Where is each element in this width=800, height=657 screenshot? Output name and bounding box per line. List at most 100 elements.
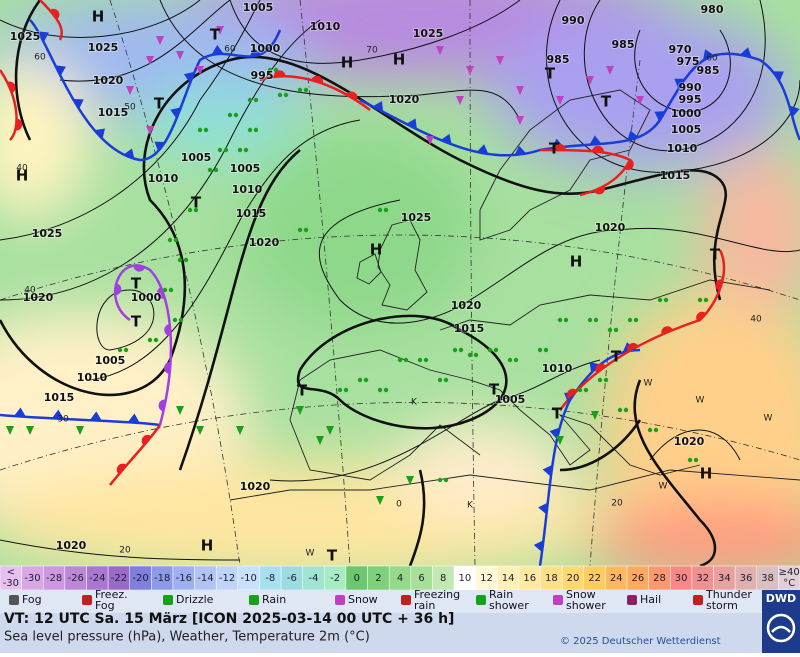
high-label: H xyxy=(700,465,713,483)
front-symbol xyxy=(476,144,489,155)
trough-label: T xyxy=(210,26,221,44)
scale-label: -30 xyxy=(24,573,40,584)
scale-label: -26 xyxy=(68,573,84,584)
pressure-label: 990 xyxy=(562,14,585,27)
rain-shower xyxy=(406,476,414,485)
rain-dot xyxy=(123,347,129,353)
rain-dot xyxy=(297,87,303,93)
scale-label: -14 xyxy=(197,573,213,584)
rain-dot xyxy=(167,237,173,243)
rain-dot xyxy=(443,377,449,383)
pressure-label: 1020 xyxy=(249,236,280,249)
rain-dot xyxy=(247,97,253,103)
rain-dot xyxy=(423,357,429,363)
front-symbol xyxy=(627,342,639,352)
front-symbol xyxy=(703,49,715,60)
scale-label: 26 xyxy=(631,573,644,584)
legend-icon xyxy=(553,595,563,605)
pressure-label: 1015 xyxy=(98,106,129,119)
front-symbol xyxy=(133,264,146,272)
pressure-label: 990 xyxy=(679,81,702,94)
legend-label: Snow xyxy=(566,588,596,601)
weather-symbols xyxy=(6,26,709,505)
front-symbol xyxy=(38,31,49,42)
front-symbol xyxy=(538,502,548,515)
front-symbol xyxy=(595,363,607,374)
snow-shower xyxy=(456,96,464,105)
temperature-field xyxy=(0,0,800,580)
rain-dot xyxy=(337,387,343,393)
rain-dot xyxy=(617,407,623,413)
front-symbol xyxy=(164,324,171,336)
snow-shower xyxy=(156,36,164,45)
high-label: H xyxy=(341,54,354,72)
snow-shower xyxy=(146,56,154,65)
rain-shower xyxy=(236,426,244,435)
rain-dot xyxy=(417,357,423,363)
isotherm-label: 20 xyxy=(611,499,623,509)
front-symbol xyxy=(123,148,135,159)
rain-dot xyxy=(197,127,203,133)
legend-icon xyxy=(82,595,92,605)
rain-dot xyxy=(253,127,259,133)
pressure-label: 1000 xyxy=(131,291,162,304)
rain-dot xyxy=(623,407,629,413)
snow-shower xyxy=(216,26,224,35)
rain-dot xyxy=(273,67,279,73)
rain-shower xyxy=(76,426,84,435)
rain-dot xyxy=(172,317,178,323)
rain-dot xyxy=(297,227,303,233)
front-symbol xyxy=(127,413,140,423)
isotherm-label: 60 xyxy=(224,45,236,55)
snow-shower xyxy=(426,136,434,145)
rain-dot xyxy=(267,67,273,73)
front-symbol xyxy=(114,283,122,296)
rain-dot xyxy=(663,297,669,303)
legend-icon xyxy=(401,595,411,605)
rain-dot xyxy=(117,347,123,353)
scale-label: 18 xyxy=(545,573,558,584)
legend-icon xyxy=(693,595,703,605)
front-symbol xyxy=(440,133,452,145)
pressure-label: 1000 xyxy=(671,107,702,120)
scale-label: -20 xyxy=(132,573,148,584)
snow-shower xyxy=(176,51,184,60)
trough-label: T xyxy=(601,93,612,111)
front-symbol xyxy=(15,118,23,131)
rain-shower xyxy=(296,406,304,415)
scale-label: -4 xyxy=(309,573,319,584)
legend-label: Hail xyxy=(640,593,661,606)
pressure-label: 985 xyxy=(547,53,570,66)
rain-dot xyxy=(458,347,464,353)
front-symbol xyxy=(514,145,527,156)
high-label: H xyxy=(393,51,406,69)
snow-shower xyxy=(516,116,524,125)
scale-label: 0 xyxy=(354,573,360,584)
rain-dot xyxy=(627,317,633,323)
rain-dot xyxy=(653,427,659,433)
scale-label: 2 xyxy=(375,573,381,584)
rain-dot xyxy=(557,317,563,323)
front-symbol xyxy=(654,111,666,122)
pressure-label: 1015 xyxy=(454,322,485,335)
front-symbol xyxy=(249,47,262,58)
rain-dot xyxy=(543,347,549,353)
legend-label: Thunder xyxy=(705,588,752,601)
rain-dot xyxy=(237,147,243,153)
rain-dot xyxy=(303,227,309,233)
pressure-label: 1005 xyxy=(95,354,126,367)
scale-label: 30 xyxy=(675,573,688,584)
front-symbol xyxy=(141,434,152,446)
trough-label: T xyxy=(489,381,500,399)
rain-dot xyxy=(607,327,613,333)
scale-label: -24 xyxy=(89,573,105,584)
rain-dot xyxy=(537,347,543,353)
rain-dot xyxy=(183,257,189,263)
pressure-label: 1020 xyxy=(93,74,124,87)
front-symbol xyxy=(49,8,60,20)
marker-label: W xyxy=(659,482,668,492)
legend-label: rain xyxy=(414,599,435,612)
rain-dot xyxy=(187,207,193,213)
front-symbol xyxy=(154,141,166,152)
front-symbol xyxy=(372,101,384,112)
